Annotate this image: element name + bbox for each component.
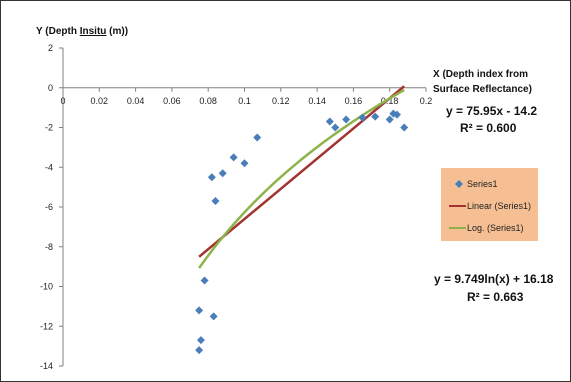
linear-r-squared: R² = 0.600 xyxy=(460,121,517,135)
data-point xyxy=(331,123,340,132)
x-tick-label: 0.06 xyxy=(163,96,181,106)
data-point xyxy=(211,197,220,206)
data-point xyxy=(229,153,238,162)
legend: Series1 Linear (Series1) Log. (Series1) xyxy=(441,168,538,241)
y-tick-label: 2 xyxy=(48,43,53,53)
trendlines xyxy=(198,85,406,269)
log-equation: y = 9.749ln(x) + 16.18 xyxy=(434,272,554,286)
x-tick-label: 0.2 xyxy=(420,96,433,106)
y-tick-label: -14 xyxy=(40,361,53,371)
data-point xyxy=(342,115,351,124)
x-tick-label: 0.18 xyxy=(381,96,399,106)
x-tick-label: 0.14 xyxy=(308,96,326,106)
x-tick-label: 0.04 xyxy=(127,96,145,106)
axes xyxy=(59,47,427,367)
y-axis-label: Y (Depth Insitu (m)) xyxy=(36,26,128,37)
data-point xyxy=(392,110,401,119)
data-points xyxy=(195,109,409,355)
y-tick-label: -6 xyxy=(45,202,53,212)
x-tick-label: 0.12 xyxy=(272,96,290,106)
legend-label-linear: Linear (Series1) xyxy=(467,201,531,211)
linear-trendline xyxy=(198,85,406,258)
linear-equation: y = 75.95x - 14.2 xyxy=(446,104,537,118)
y-tick-label: -12 xyxy=(40,321,53,331)
log-r-squared: R² = 0.663 xyxy=(467,290,524,304)
y-tick-label: -8 xyxy=(45,242,53,252)
data-point xyxy=(218,169,227,178)
data-point xyxy=(196,336,205,345)
x-tick-label: 0 xyxy=(60,96,65,106)
y-tick-labels: 2 0 -2 -4 -6 -8 -10 -12 -14 xyxy=(40,43,53,371)
data-point xyxy=(200,276,209,285)
data-point xyxy=(325,117,334,126)
y-tick-label: 0 xyxy=(48,83,53,93)
data-point xyxy=(209,312,218,321)
log-trendline xyxy=(198,88,405,269)
legend-label-series1: Series1 xyxy=(467,179,498,189)
data-point xyxy=(400,123,409,132)
x-axis-label-line1: X (Depth index from xyxy=(433,69,528,80)
legend-label-log: Log. (Series1) xyxy=(467,223,524,233)
x-tick-label: 0.08 xyxy=(199,96,217,106)
data-point xyxy=(207,173,216,182)
legend-marker-series1 xyxy=(455,180,463,188)
data-point xyxy=(371,112,380,121)
x-axis-label-line2: Surface Reflectance) xyxy=(433,84,532,95)
x-tick-labels: 0 0.02 0.04 0.06 0.08 0.1 0.12 0.14 0.16 0.18 0.2 xyxy=(60,96,432,106)
x-tick-label: 0.16 xyxy=(345,96,363,106)
data-point xyxy=(385,115,394,124)
data-point xyxy=(240,159,249,168)
data-point xyxy=(195,306,204,315)
x-tick-label: 0.1 xyxy=(238,96,251,106)
y-tick-label: -10 xyxy=(40,282,53,292)
y-tick-label: -4 xyxy=(45,162,53,172)
data-point xyxy=(195,346,204,355)
y-tick-label: -2 xyxy=(45,123,53,133)
data-point xyxy=(358,113,367,122)
x-tick-label: 0.02 xyxy=(91,96,109,106)
data-point xyxy=(253,133,262,142)
